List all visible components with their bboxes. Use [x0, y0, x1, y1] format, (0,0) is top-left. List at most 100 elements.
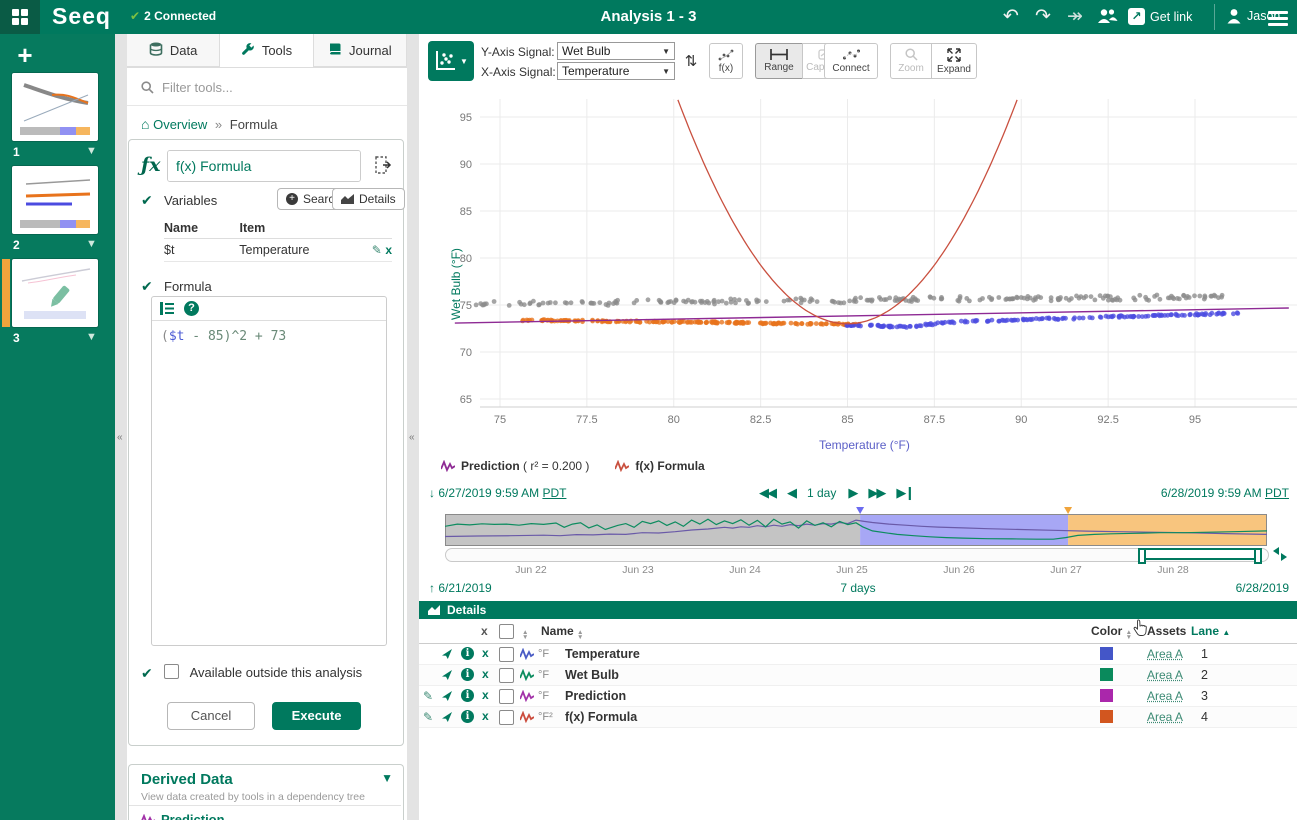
sort-icon[interactable]: ▲▼ — [522, 624, 528, 640]
selection-right-handle[interactable] — [1254, 548, 1262, 564]
document-list-icon[interactable] — [160, 302, 174, 315]
column-color[interactable]: Color ▲▼ — [1091, 624, 1132, 640]
row-checkbox[interactable] — [499, 668, 514, 683]
table-row[interactable]: ix°FTemperatureArea A1 — [419, 644, 1297, 665]
tab-tools[interactable]: Tools — [220, 34, 313, 67]
investigate-range-duration[interactable]: 7 days — [419, 581, 1297, 595]
slide-out-icon[interactable] — [375, 155, 392, 180]
edit-icon[interactable]: ✎ — [423, 710, 433, 724]
connect-button[interactable]: Connect — [824, 43, 878, 79]
breadcrumb-overview-link[interactable]: Overview — [153, 117, 207, 132]
fx-scatter-button[interactable]: f(x) — [709, 43, 743, 79]
table-row[interactable]: ✎ix°FPredictionArea A3 — [419, 686, 1297, 707]
execute-button[interactable]: Execute — [272, 702, 361, 730]
scatter-plot[interactable]: 657075808590957577.58082.58587.59092.595… — [419, 88, 1297, 455]
y-axis-signal-select[interactable]: Wet Bulb▼ — [557, 42, 675, 60]
column-lane[interactable]: Lane ▲ — [1191, 624, 1230, 638]
item-name[interactable]: Prediction — [565, 689, 626, 703]
remove-icon[interactable]: x — [482, 667, 489, 681]
info-icon[interactable]: i — [461, 668, 474, 681]
x-axis-signal-select[interactable]: Temperature▼ — [557, 62, 675, 80]
chart-type-button[interactable]: ▼ — [428, 41, 474, 81]
step-back-button[interactable]: ◀ — [787, 485, 795, 501]
legend-item[interactable]: f(x) Formula — [615, 459, 704, 473]
derived-data-title[interactable]: Derived Data — [141, 771, 233, 788]
row-checkbox[interactable] — [499, 689, 514, 704]
row-checkbox[interactable] — [499, 710, 514, 725]
expand-button[interactable]: Expand — [931, 43, 977, 79]
details-variables-button[interactable]: Details — [332, 188, 405, 210]
column-remove-all[interactable]: x — [481, 624, 488, 638]
zoom-button[interactable]: Zoom — [890, 43, 931, 79]
row-checkbox[interactable] — [499, 647, 514, 662]
worksheet-menu-chevron[interactable]: ▼ — [86, 145, 97, 157]
add-worksheet-button[interactable]: + — [13, 44, 37, 68]
edit-variable-icon[interactable]: ✎ — [372, 243, 382, 257]
remove-icon[interactable]: x — [482, 688, 489, 702]
auto-update-icon[interactable] — [1271, 546, 1289, 567]
asset-link[interactable]: Area A — [1147, 710, 1183, 724]
asset-link[interactable]: Area A — [1147, 689, 1183, 703]
undo-button[interactable]: ↶ — [998, 5, 1024, 29]
edit-icon[interactable]: ✎ — [423, 689, 433, 703]
color-swatch[interactable] — [1100, 689, 1113, 702]
step-to-end-button[interactable]: ▶❙ — [896, 485, 913, 501]
worksheet-thumbnail[interactable] — [12, 166, 98, 234]
step-back-much-button[interactable]: ◀◀ — [759, 485, 775, 501]
worksheet-thumbnail[interactable] — [12, 259, 98, 327]
color-swatch[interactable] — [1100, 710, 1113, 723]
users-icon[interactable] — [1096, 8, 1118, 29]
step-forward-much-button[interactable]: ▶▶ — [868, 485, 884, 501]
redo-button[interactable]: ↷ — [1030, 5, 1056, 29]
help-icon[interactable]: ? — [184, 301, 199, 316]
navigate-button[interactable] — [441, 711, 453, 726]
display-range-start[interactable]: ↓ 6/27/2019 9:59 AM PDT — [429, 486, 566, 500]
home-icon[interactable]: ⌂ — [141, 116, 149, 132]
table-row[interactable]: ✎ix°F²f(x) FormulaArea A4 — [419, 707, 1297, 728]
collapse-sidebar-handle[interactable]: « — [115, 34, 127, 820]
select-all-checkbox[interactable] — [499, 624, 514, 639]
column-assets[interactable]: Assets — [1147, 624, 1186, 638]
table-row[interactable]: ix°FWet BulbArea A2 — [419, 665, 1297, 686]
range-scrollbar-selection[interactable] — [1139, 548, 1261, 560]
details-panel-header[interactable]: Details — [419, 601, 1297, 619]
get-link-button[interactable]: ↗ Get link — [1128, 8, 1192, 25]
color-swatch[interactable] — [1100, 647, 1113, 660]
tab-journal[interactable]: Journal — [314, 34, 407, 67]
asset-link[interactable]: Area A — [1147, 668, 1183, 682]
info-icon[interactable]: i — [461, 710, 474, 723]
legend-item[interactable]: Prediction ( r² = 0.200 ) — [441, 459, 589, 473]
formula-code[interactable]: ($t - 85)^2 + 73 — [152, 321, 386, 352]
worksheet-menu-chevron[interactable]: ▼ — [86, 331, 97, 343]
step-forward-button[interactable]: ▶ — [848, 485, 856, 501]
item-name[interactable]: Temperature — [565, 647, 640, 661]
investigate-range-end[interactable]: 6/28/2019 — [1236, 581, 1289, 595]
tab-data[interactable]: Data — [127, 34, 220, 67]
selection-left-handle[interactable] — [1138, 548, 1146, 564]
remove-icon[interactable]: x — [482, 646, 489, 660]
redo-all-button[interactable]: ↠ — [1062, 5, 1088, 29]
navigate-button[interactable] — [441, 648, 453, 663]
trend-minimap[interactable] — [445, 507, 1267, 547]
navigate-button[interactable] — [441, 690, 453, 705]
collapse-panel-handle[interactable]: « — [407, 34, 419, 820]
swap-axes-button[interactable]: ⇅ — [681, 44, 701, 78]
available-outside-checkbox[interactable] — [164, 664, 179, 679]
remove-variable-icon[interactable]: x — [385, 243, 392, 257]
cancel-button[interactable]: Cancel — [167, 702, 255, 730]
info-icon[interactable]: i — [461, 689, 474, 702]
item-name[interactable]: f(x) Formula — [565, 710, 637, 724]
range-button[interactable]: Range — [755, 43, 802, 79]
color-swatch[interactable] — [1100, 668, 1113, 681]
item-name[interactable]: Wet Bulb — [565, 668, 619, 682]
asset-link[interactable]: Area A — [1147, 647, 1183, 661]
derived-data-item[interactable]: Prediction — [141, 812, 225, 820]
worksheet-menu-chevron[interactable]: ▼ — [86, 238, 97, 250]
hamburger-menu-button[interactable] — [1268, 8, 1288, 29]
navigate-button[interactable] — [441, 669, 453, 684]
remove-icon[interactable]: x — [482, 709, 489, 723]
filter-tools-search[interactable]: Filter tools... — [127, 68, 407, 106]
chevron-down-icon[interactable]: ▼ — [381, 771, 393, 785]
step-size-label[interactable]: 1 day — [807, 486, 836, 500]
display-range-end[interactable]: 6/28/2019 9:59 AM PDT — [1161, 486, 1289, 500]
